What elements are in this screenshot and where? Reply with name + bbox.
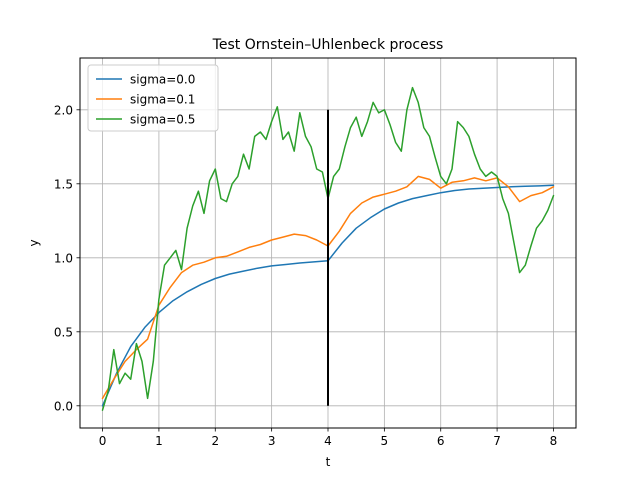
legend-box: [87, 64, 219, 132]
y-tick-label: 1.0: [54, 251, 73, 265]
x-tick-label: 8: [550, 434, 558, 448]
x-tick-label: 6: [437, 434, 445, 448]
y-axis-label: y: [27, 239, 41, 246]
legend: sigma=0.0 sigma=0.1 sigma=0.5: [87, 64, 219, 132]
y-tick-label: 1.5: [54, 177, 73, 191]
y-tick-label: 0.5: [54, 325, 73, 339]
x-tick-label: 3: [268, 434, 276, 448]
y-tick-label: 2.0: [54, 103, 73, 117]
legend-label: sigma=0.1: [130, 93, 195, 107]
x-tick-label: 5: [381, 434, 389, 448]
legend-label: sigma=0.0: [130, 73, 195, 87]
chart-title: Test Ornstein–Uhlenbeck process: [212, 37, 444, 53]
x-tick-label: 4: [324, 434, 332, 448]
x-tick-label: 1: [155, 434, 163, 448]
x-tick-label: 0: [99, 434, 107, 448]
x-axis-label: t: [326, 455, 331, 469]
legend-label: sigma=0.5: [130, 113, 195, 127]
ticks: 0 1 2 3 4 5 6 7 8 0.0 0.5 1.0 1.5 2.0: [54, 103, 557, 448]
x-tick-label: 2: [211, 434, 219, 448]
y-tick-label: 0.0: [54, 399, 73, 413]
x-tick-label: 7: [493, 434, 501, 448]
